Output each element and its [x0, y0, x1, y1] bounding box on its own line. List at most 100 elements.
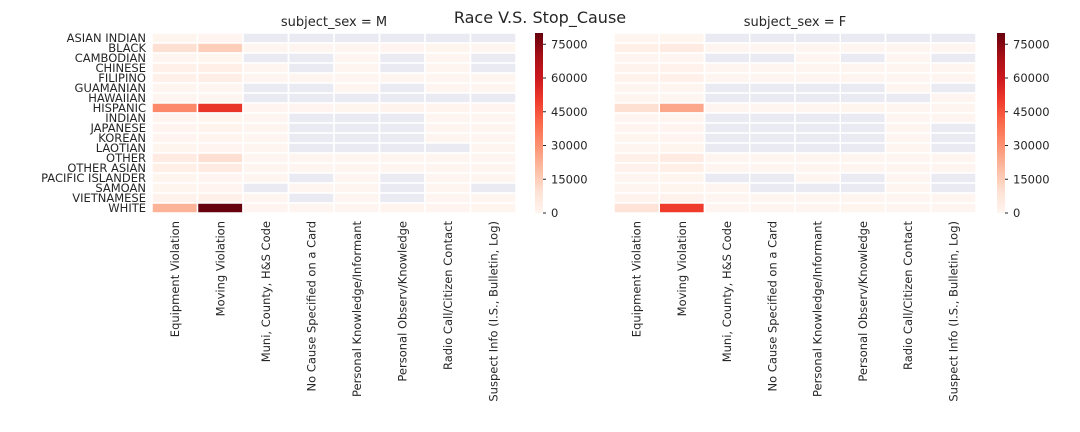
- heatmap-cell: [242, 62, 290, 74]
- heatmap-cell: [884, 62, 932, 74]
- row-label: SAMOAN: [95, 181, 146, 195]
- heatmap-cell: [242, 182, 290, 194]
- heatmap-cell: [749, 142, 796, 154]
- heatmap-cell: [749, 92, 796, 104]
- heatmap-cell: [613, 72, 660, 84]
- colorbar-tick-label: 15000: [551, 172, 588, 186]
- heatmap-cell: [749, 152, 796, 164]
- heatmap-cell: [839, 62, 887, 74]
- heatmap-cell: [749, 42, 796, 54]
- heatmap-cell: [930, 182, 977, 194]
- heatmap-cell: [378, 102, 426, 114]
- heatmap-cell: [378, 82, 426, 94]
- heatmap-cell: [333, 42, 381, 54]
- heatmap-cell: [242, 192, 290, 204]
- heatmap-cell: [749, 192, 796, 204]
- heatmap-cell: [884, 172, 932, 184]
- heatmap-cell: [930, 122, 977, 134]
- heatmap-cell: [333, 152, 381, 164]
- heatmap-cell: [749, 162, 796, 174]
- heatmap-cell: [424, 32, 472, 44]
- heatmap-cell: [424, 62, 472, 74]
- column-label: Suspect Info (I.S., Bulletin, Log): [486, 221, 500, 402]
- heatmap-cell: [839, 52, 887, 64]
- heatmap-cell: [151, 162, 199, 174]
- heatmap-cell: [930, 112, 977, 124]
- heatmap-cell: [242, 162, 290, 174]
- heatmap-cell: [749, 32, 796, 44]
- heatmap-cell: [287, 152, 335, 164]
- column-label: Equipment Violation: [168, 221, 182, 337]
- heatmap-cell: [839, 32, 887, 44]
- heatmap-cell: [613, 172, 660, 184]
- heatmap-cell: [658, 202, 706, 214]
- heatmap-cell: [749, 182, 796, 194]
- heatmap-cell: [378, 92, 426, 104]
- heatmap-cell: [151, 92, 199, 104]
- heatmap-cell: [703, 202, 751, 214]
- heatmap-cell: [333, 162, 381, 174]
- heatmap-cell: [749, 82, 796, 94]
- heatmap-cell: [703, 182, 751, 194]
- heatmap-cell: [424, 122, 472, 134]
- heatmap-cell: [287, 132, 335, 144]
- heatmap-cell: [658, 182, 706, 194]
- row-label: ASIAN INDIAN: [67, 31, 146, 45]
- heatmap-cell: [242, 152, 290, 164]
- heatmap-cell: [469, 42, 517, 54]
- heatmap-cell: [242, 122, 290, 134]
- row-label: GUAMANIAN: [75, 81, 146, 95]
- heatmap-cell: [749, 112, 796, 124]
- heatmap-cell: [658, 102, 706, 114]
- heatmap-cell: [333, 142, 381, 154]
- heatmap-cell: [151, 202, 199, 214]
- heatmap-cell: [333, 102, 381, 114]
- heatmap-cell: [658, 112, 706, 124]
- heatmap-cell: [196, 42, 244, 54]
- heatmap-cell: [424, 82, 472, 94]
- row-label: WHITE: [108, 201, 146, 215]
- row-label: JAPANESE: [89, 121, 146, 135]
- heatmap-cell: [794, 112, 841, 124]
- heatmap-cell: [613, 192, 660, 204]
- heatmap-cell: [839, 202, 887, 214]
- heatmap-cell: [703, 102, 751, 114]
- heatmap-cell: [151, 172, 199, 184]
- panel-title: subject_sex = M: [281, 15, 387, 30]
- heatmap-cell: [794, 32, 841, 44]
- heatmap-cell: [424, 162, 472, 174]
- heatmap-cell: [839, 112, 887, 124]
- heatmap-cell: [839, 152, 887, 164]
- heatmap-cell: [884, 42, 932, 54]
- heatmap-cell: [151, 132, 199, 144]
- heatmap-cell: [613, 62, 660, 74]
- column-label: Moving Violation: [675, 221, 689, 316]
- heatmap-cell: [287, 72, 335, 84]
- heatmap-cell: [839, 122, 887, 134]
- column-label: Radio Call/Citizen Contact: [441, 221, 455, 371]
- heatmap-cell: [703, 112, 751, 124]
- panel-title: subject_sex = F: [744, 15, 847, 30]
- heatmap-cell: [613, 122, 660, 134]
- heatmap-cell: [469, 72, 517, 84]
- heatmap-cell: [151, 102, 199, 114]
- heatmap-cell: [703, 142, 751, 154]
- heatmap-cell: [839, 92, 887, 104]
- heatmap-cell: [378, 172, 426, 184]
- heatmap-cell: [613, 82, 660, 94]
- heatmap-cell: [613, 32, 660, 44]
- heatmap-cell: [839, 72, 887, 84]
- heatmap-cell: [749, 122, 796, 134]
- heatmap-cell: [749, 102, 796, 114]
- heatmap-cell: [703, 62, 751, 74]
- column-label: Suspect Info (I.S., Bulletin, Log): [946, 221, 960, 402]
- heatmap-cell: [196, 52, 244, 64]
- heatmap-cell: [703, 92, 751, 104]
- colorbar: 0 15000 30000 45000 60000 75000: [997, 33, 1050, 220]
- colorbar-gradient: [997, 33, 1005, 213]
- heatmap-cell: [658, 32, 706, 44]
- heatmap-cell: [794, 192, 841, 204]
- heatmap-cell: [151, 182, 199, 194]
- row-label: FILIPINO: [98, 71, 146, 85]
- heatmap-cell: [794, 202, 841, 214]
